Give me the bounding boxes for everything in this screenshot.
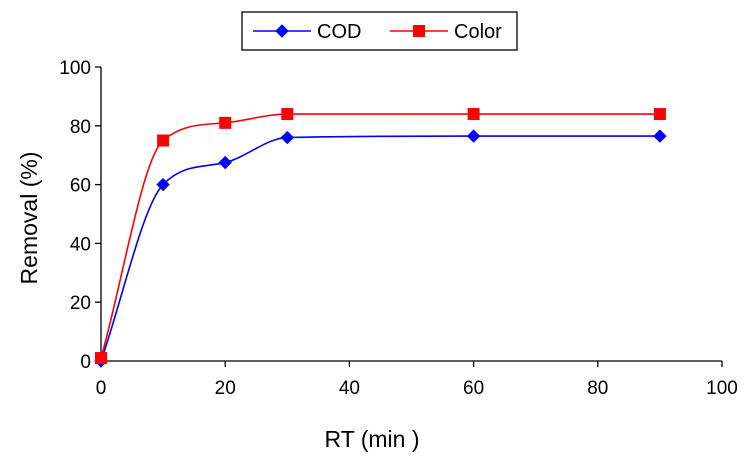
x-axis-title: RT (min ) bbox=[325, 426, 420, 452]
data-point-color bbox=[653, 108, 666, 121]
legend-items: COD Color bbox=[253, 21, 502, 43]
data-point-color bbox=[157, 134, 170, 147]
legend-marker-cod bbox=[275, 24, 289, 38]
x-tick-label: 0 bbox=[96, 378, 107, 399]
legend-marker-color bbox=[413, 25, 425, 37]
series-layer bbox=[94, 108, 667, 368]
legend: COD Color bbox=[241, 11, 518, 51]
data-point-color bbox=[281, 108, 294, 121]
x-ticks: 0 20 40 60 80 100 bbox=[96, 361, 738, 399]
legend-item-cod: COD bbox=[253, 21, 361, 43]
y-tick-label: 100 bbox=[59, 58, 91, 79]
data-point-color bbox=[95, 352, 107, 365]
series-line-color bbox=[100, 113, 660, 359]
legend-label-cod: COD bbox=[317, 21, 361, 43]
y-axis-title: Removal (%) bbox=[16, 152, 42, 285]
x-tick-label: 60 bbox=[463, 378, 484, 399]
x-tick-label: 80 bbox=[587, 378, 608, 399]
data-point-color bbox=[467, 108, 480, 121]
y-tick-label: 60 bbox=[70, 176, 91, 197]
x-tick-label: 40 bbox=[339, 378, 360, 399]
y-tick-label: 40 bbox=[70, 234, 91, 255]
series-line-cod bbox=[100, 135, 660, 362]
data-point-cod bbox=[280, 130, 295, 145]
data-point-color bbox=[219, 116, 232, 129]
y-tick-label: 80 bbox=[70, 117, 91, 138]
series-color bbox=[95, 108, 666, 365]
data-point-cod bbox=[156, 177, 170, 192]
legend-label-color: Color bbox=[454, 21, 502, 43]
data-point-cod bbox=[653, 129, 667, 143]
y-tick-label: 0 bbox=[80, 352, 91, 373]
legend-item-color: Color bbox=[390, 21, 502, 43]
x-tick-label: 100 bbox=[706, 378, 738, 399]
y-tick-label: 20 bbox=[70, 293, 91, 314]
x-tick-label: 20 bbox=[215, 378, 236, 399]
data-point-cod bbox=[218, 155, 232, 170]
data-point-cod bbox=[466, 129, 481, 143]
series-cod bbox=[94, 129, 667, 368]
plot-area: 0 20 40 60 80 100 0 20 40 60 80 100 bbox=[59, 58, 738, 399]
y-ticks: 0 20 40 60 80 100 bbox=[59, 58, 101, 373]
